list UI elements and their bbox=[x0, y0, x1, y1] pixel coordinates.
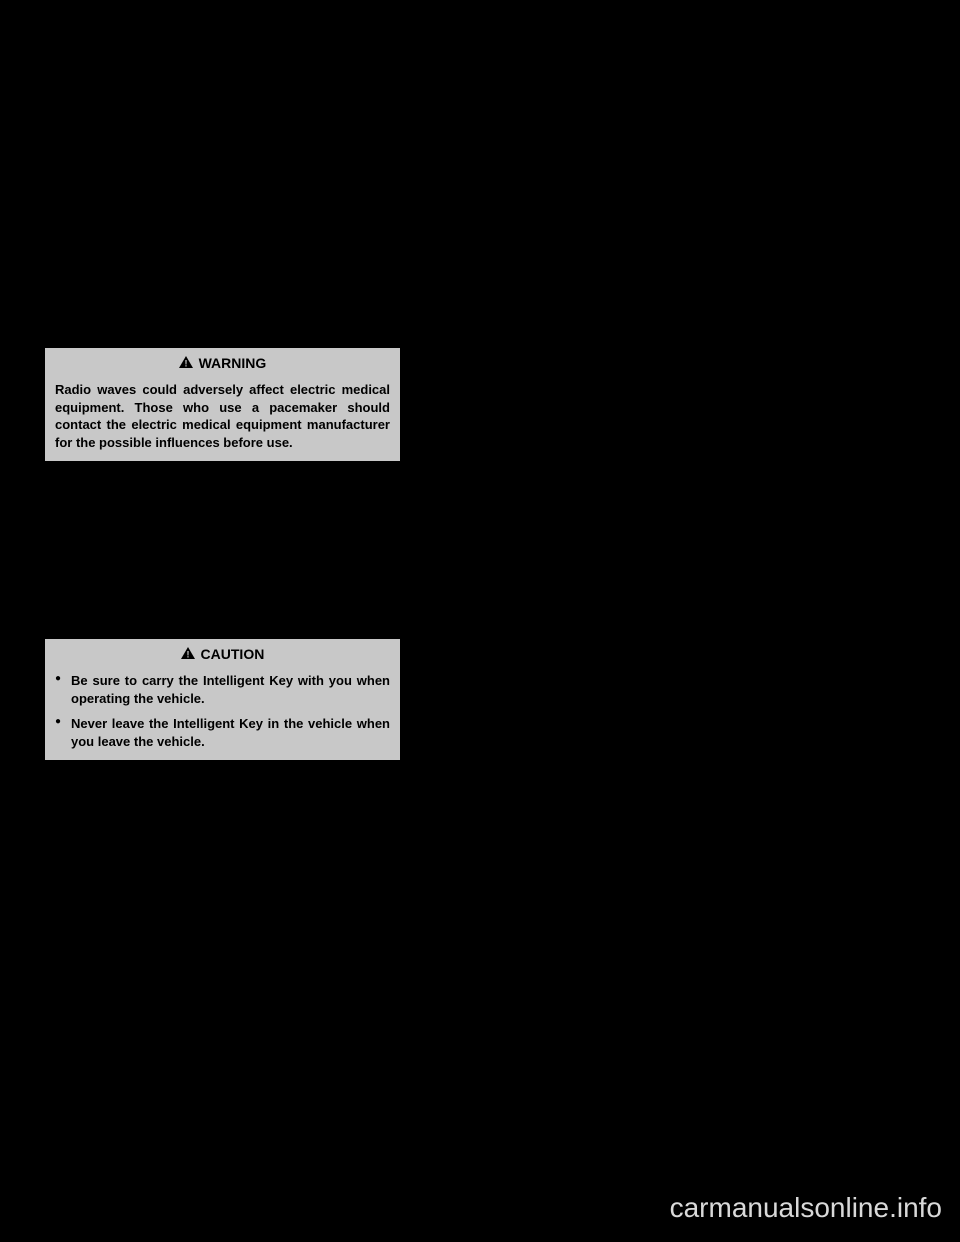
warning-header-text: WARNING bbox=[199, 355, 267, 371]
caution-header: ! CAUTION bbox=[45, 639, 400, 668]
caution-list: Be sure to carry the Intelligent Key wit… bbox=[45, 668, 400, 760]
svg-text:!: ! bbox=[186, 650, 189, 660]
watermark-text: carmanualsonline.info bbox=[670, 1192, 942, 1224]
caution-header-text: CAUTION bbox=[201, 646, 265, 662]
warning-header: ! WARNING bbox=[45, 348, 400, 377]
caution-triangle-icon: ! bbox=[181, 646, 195, 662]
caution-box: ! CAUTION Be sure to carry the Intellige… bbox=[45, 639, 400, 760]
caution-list-item: Be sure to carry the Intelligent Key wit… bbox=[55, 672, 390, 707]
warning-body-text: Radio waves could adversely affect elect… bbox=[45, 377, 400, 461]
warning-triangle-icon: ! bbox=[179, 355, 193, 371]
warning-box: ! WARNING Radio waves could adversely af… bbox=[45, 348, 400, 461]
caution-list-item: Never leave the Intelligent Key in the v… bbox=[55, 715, 390, 750]
svg-text:!: ! bbox=[184, 359, 187, 369]
